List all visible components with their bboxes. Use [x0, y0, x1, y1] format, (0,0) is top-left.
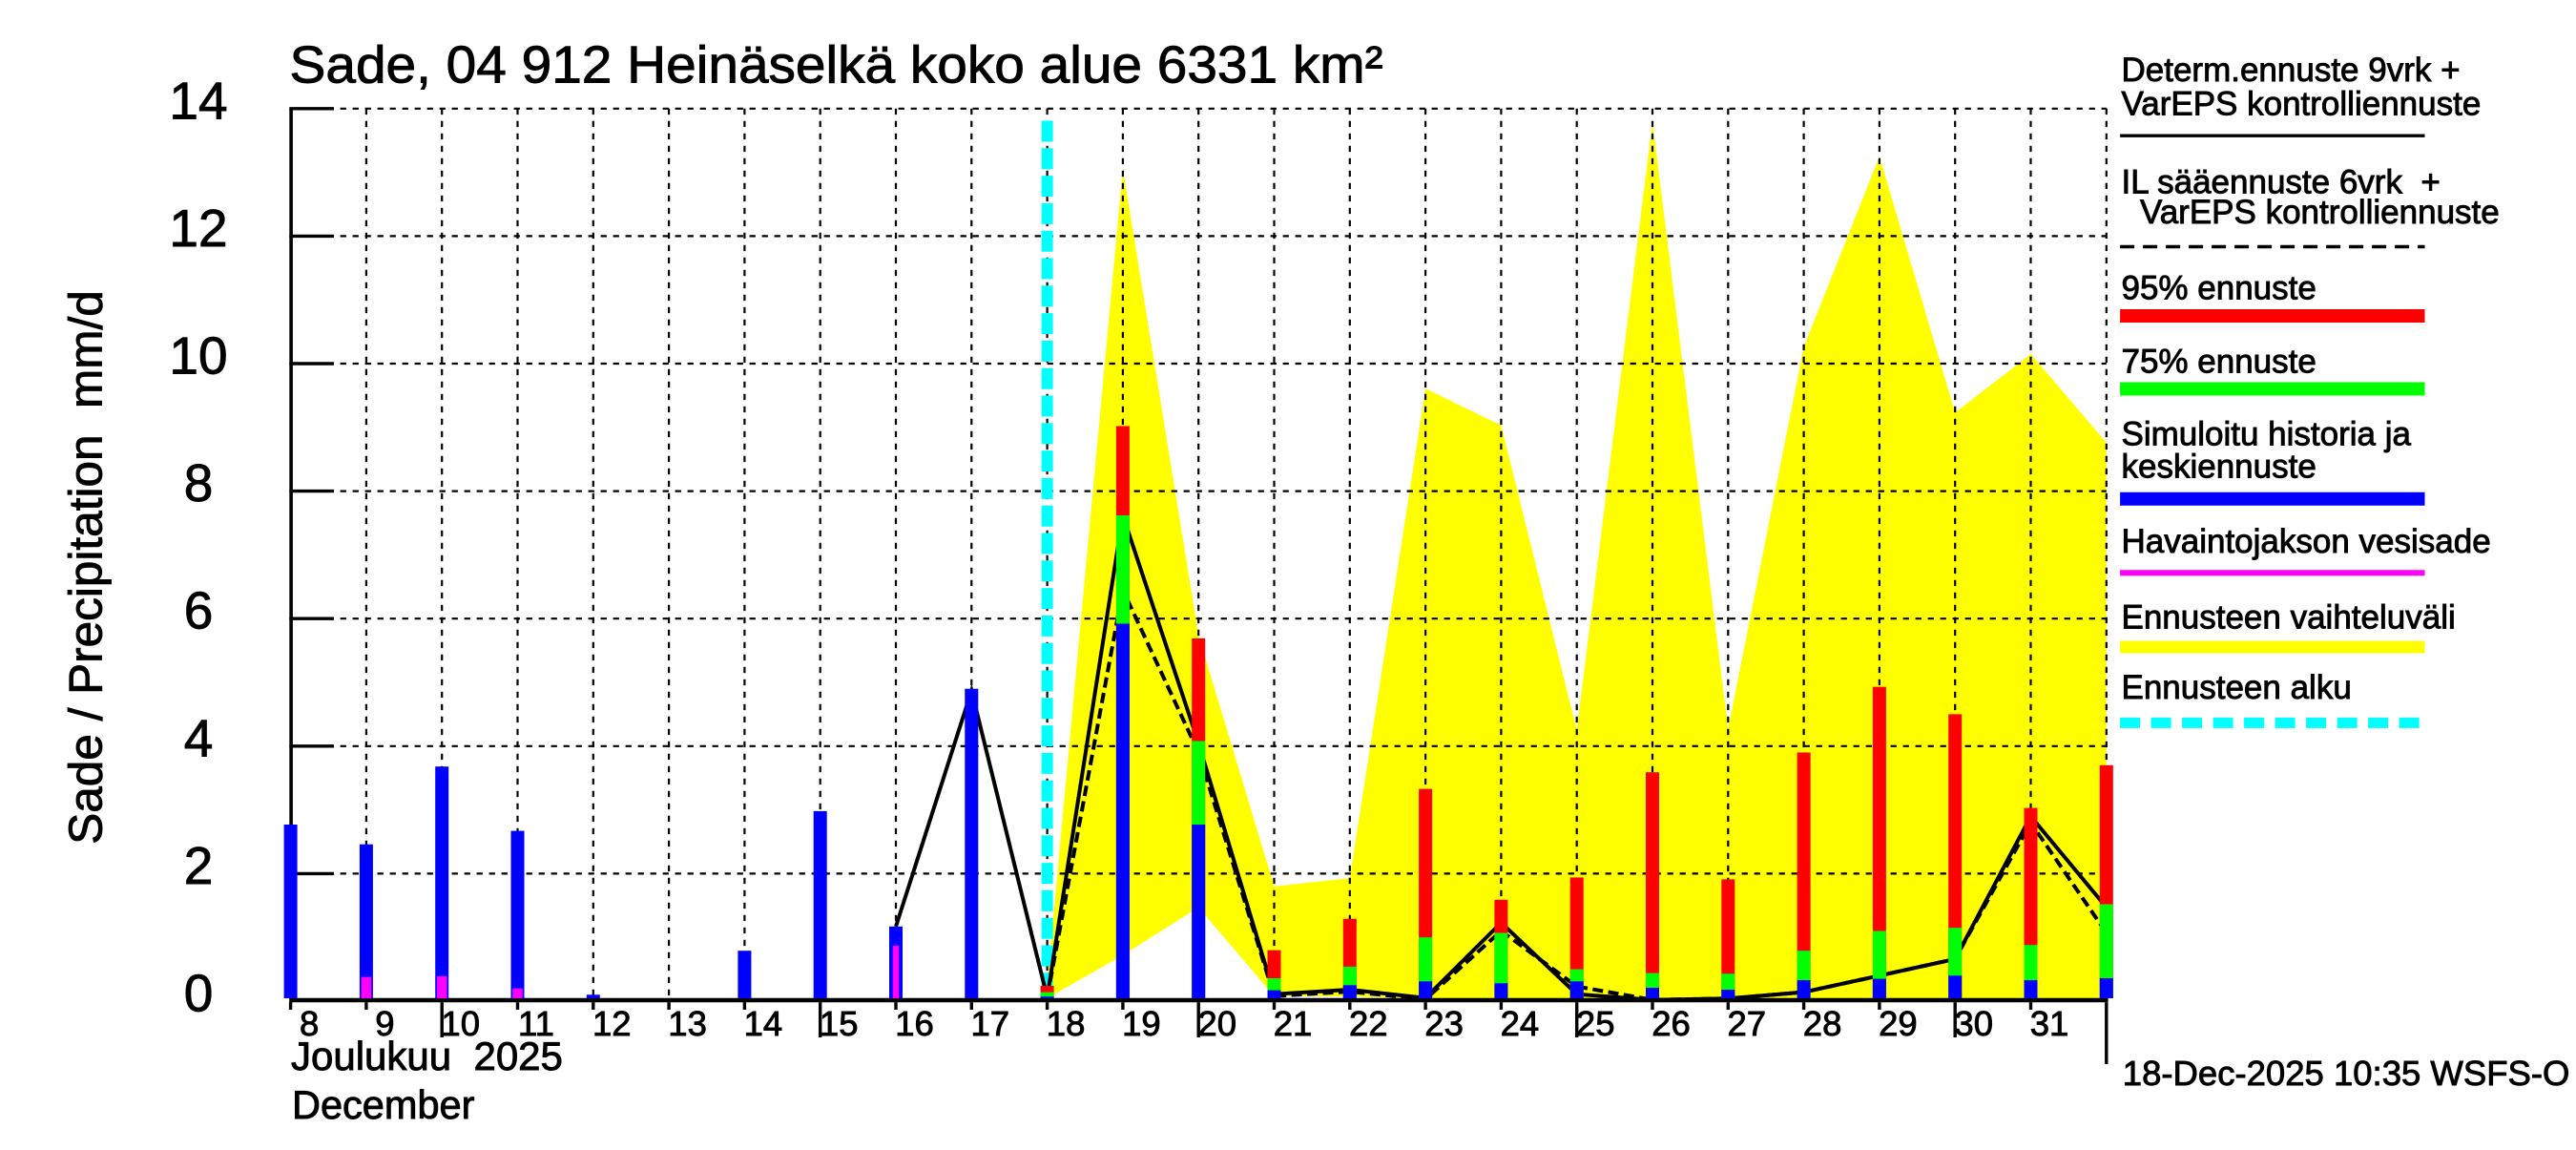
svg-text:9: 9: [375, 1004, 394, 1043]
svg-text:Havaintojakson vesisade: Havaintojakson vesisade: [2122, 523, 2491, 560]
svg-text:23: 23: [1424, 1004, 1464, 1043]
svg-text:Sade / Precipitation mm/d: Sade / Precipitation mm/d: [60, 290, 113, 845]
svg-text:22: 22: [1349, 1004, 1388, 1043]
svg-text:12: 12: [592, 1004, 632, 1043]
svg-text:16: 16: [895, 1004, 934, 1043]
svg-text:27: 27: [1727, 1004, 1766, 1043]
svg-text:8: 8: [300, 1004, 319, 1043]
svg-text:Determ.ennuste 9vrk +: Determ.ennuste 9vrk +: [2122, 52, 2461, 89]
svg-text:18: 18: [1047, 1004, 1086, 1043]
svg-text:4: 4: [184, 708, 214, 767]
svg-text:31: 31: [2030, 1004, 2069, 1043]
svg-text:December: December: [292, 1082, 475, 1127]
svg-text:14: 14: [169, 71, 227, 130]
svg-text:24: 24: [1501, 1004, 1540, 1043]
svg-text:Sade, 04 912 Heinäselkä koko a: Sade, 04 912 Heinäselkä koko alue 6331 k…: [290, 35, 1383, 94]
svg-text:25: 25: [1576, 1004, 1615, 1043]
svg-text:Simuloitu historia ja: Simuloitu historia ja: [2122, 416, 2412, 453]
svg-text:28: 28: [1803, 1004, 1842, 1043]
svg-text:21: 21: [1274, 1004, 1313, 1043]
svg-text:10: 10: [441, 1004, 480, 1043]
svg-text:Ennusteen vaihteluväli: Ennusteen vaihteluväli: [2122, 598, 2456, 636]
svg-text:19: 19: [1122, 1004, 1161, 1043]
svg-text:VarEPS kontrolliennuste: VarEPS kontrolliennuste: [2122, 194, 2500, 231]
svg-text:2: 2: [184, 836, 214, 895]
svg-text:11: 11: [518, 1004, 554, 1043]
svg-text:18-Dec-2025 10:35 WSFS-O: 18-Dec-2025 10:35 WSFS-O: [2123, 1054, 2570, 1093]
svg-text:Ennusteen alku: Ennusteen alku: [2122, 669, 2352, 706]
svg-text:14: 14: [744, 1004, 783, 1043]
svg-text:IL sääennuste 6vrk +: IL sääennuste 6vrk +: [2122, 163, 2441, 200]
svg-text:10: 10: [169, 326, 227, 386]
svg-text:29: 29: [1879, 1004, 1918, 1043]
svg-text:12: 12: [169, 199, 227, 258]
svg-text:VarEPS kontrolliennuste: VarEPS kontrolliennuste: [2122, 86, 2482, 123]
svg-text:0: 0: [184, 964, 214, 1023]
svg-text:keskiennuste: keskiennuste: [2122, 449, 2316, 486]
svg-text:13: 13: [668, 1004, 707, 1043]
svg-text:8: 8: [184, 453, 214, 512]
svg-text:6: 6: [184, 581, 214, 640]
svg-text:75% ennuste: 75% ennuste: [2122, 344, 2316, 381]
svg-text:15: 15: [820, 1004, 859, 1043]
svg-text:Joulukuu 2025: Joulukuu 2025: [291, 1034, 563, 1078]
svg-text:95% ennuste: 95% ennuste: [2122, 269, 2316, 306]
svg-text:30: 30: [1954, 1004, 1993, 1043]
svg-text:26: 26: [1652, 1004, 1691, 1043]
svg-text:17: 17: [970, 1004, 1009, 1043]
svg-text:20: 20: [1197, 1004, 1236, 1043]
